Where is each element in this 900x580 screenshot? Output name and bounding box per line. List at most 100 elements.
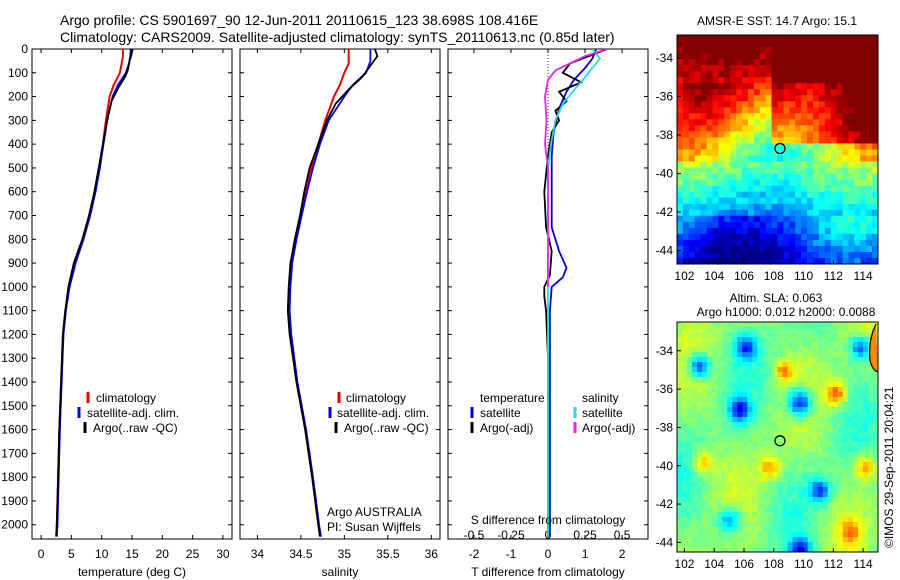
sst-cell: [771, 185, 779, 193]
sla-cell: [812, 337, 819, 343]
sla-cell: [717, 357, 723, 363]
series-line-argo-raw-qc-: [55, 49, 134, 537]
sla-cell: [822, 457, 829, 463]
sst-cell: [759, 209, 767, 217]
sst-cell: [759, 179, 767, 187]
sla-cell: [822, 387, 829, 393]
sla-cell: [747, 532, 753, 538]
sla-cell: [772, 427, 779, 433]
sla-cell: [737, 487, 743, 493]
sla-cell: [837, 472, 844, 478]
sla-cell: [802, 352, 809, 358]
sst-cell: [830, 245, 838, 253]
sla-cell: [697, 547, 703, 552]
sst-cell: [830, 215, 838, 223]
sla-cell: [762, 362, 769, 368]
sla-cell: [837, 482, 844, 488]
sla-cell: [867, 392, 874, 398]
sla-cell: [762, 402, 769, 408]
sst-cell: [795, 35, 802, 42]
sla-cell: [802, 507, 809, 513]
salinity-ticks: 34 34.5 35 35.5 36: [240, 48, 440, 561]
sst-cell: [854, 215, 861, 223]
sst-cell: [818, 233, 826, 241]
sst-cell: [860, 209, 867, 217]
sla-cell: [742, 392, 748, 398]
sla-cell: [847, 537, 854, 543]
sla-cell: [737, 502, 743, 508]
sla-cell: [677, 372, 683, 378]
sla-cell: [677, 382, 683, 388]
sst-cell: [801, 167, 808, 175]
sst-cell: [789, 221, 796, 229]
sst-cell: [718, 95, 725, 102]
sla-cell: [677, 532, 683, 538]
sst-cell: [866, 233, 873, 241]
sst-cell: [824, 47, 832, 54]
sla-cell: [817, 402, 824, 408]
sst-cell: [854, 143, 861, 151]
sst-cell: [807, 185, 814, 193]
sla-cell: [862, 377, 869, 383]
sla-cell: [822, 422, 829, 428]
sst-cell: [706, 161, 714, 169]
sla-cell: [812, 377, 819, 383]
sla-cell: [842, 342, 849, 348]
sst-cell: [747, 53, 755, 60]
sla-cell: [692, 417, 698, 423]
sla-cell: [752, 477, 759, 483]
sst-cell: [854, 227, 861, 235]
sst-cell: [694, 53, 702, 60]
temperature-series: [55, 49, 134, 537]
sla-cell: [792, 532, 799, 538]
sla-cell: [777, 357, 784, 363]
sst-cell: [712, 35, 719, 42]
legend-label-t-satellite: satellite: [480, 406, 521, 420]
sst-cell: [765, 179, 773, 187]
sla-cell: [712, 427, 718, 433]
sla-cell: [797, 392, 804, 398]
sla-cell: [702, 382, 708, 388]
sla-cell: [842, 362, 849, 368]
sla-cell: [867, 482, 874, 488]
sla-cell: [777, 392, 784, 398]
sst-cell: [771, 173, 779, 181]
sla-cell: [847, 417, 854, 423]
sla-cell: [862, 322, 869, 328]
sla-cell: [792, 392, 799, 398]
sla-cell: [802, 372, 809, 378]
sla-cell: [862, 352, 869, 358]
sst-cell: [836, 215, 844, 223]
sla-cell: [717, 337, 723, 343]
lon-tick-label: 110: [794, 557, 813, 571]
sla-cell: [757, 427, 764, 433]
sla-cell: [777, 427, 784, 433]
sla-cell: [792, 332, 799, 338]
sla-cell: [742, 422, 748, 428]
sla-cell: [817, 472, 824, 478]
sla-cell: [687, 437, 693, 443]
sst-cell: [736, 137, 743, 145]
sla-cell: [807, 502, 814, 508]
sla-cell: [757, 337, 764, 343]
sst-cell: [854, 89, 861, 96]
sst-cell: [801, 113, 808, 120]
sst-cell: [718, 221, 725, 229]
sst-map-ticks: 102 104 106 108 110 112 114-34-36-38-40-42-44: [656, 51, 873, 283]
sla-cell: [697, 417, 703, 423]
sla-cell: [862, 497, 869, 503]
sst-cell: [730, 47, 737, 54]
sla-cell: [862, 417, 869, 423]
sst-cell: [783, 119, 790, 126]
sla-cell: [852, 342, 859, 348]
sla-cell: [822, 332, 829, 338]
sla-cell: [862, 412, 869, 418]
sst-cell: [872, 143, 878, 151]
sla-cell: [737, 422, 743, 428]
sst-cell: [848, 65, 855, 72]
sst-cell: [742, 53, 749, 60]
sst-cell: [854, 137, 861, 145]
sla-cell: [762, 412, 769, 418]
sst-cell: [807, 125, 814, 133]
sla-cell: [707, 517, 713, 523]
